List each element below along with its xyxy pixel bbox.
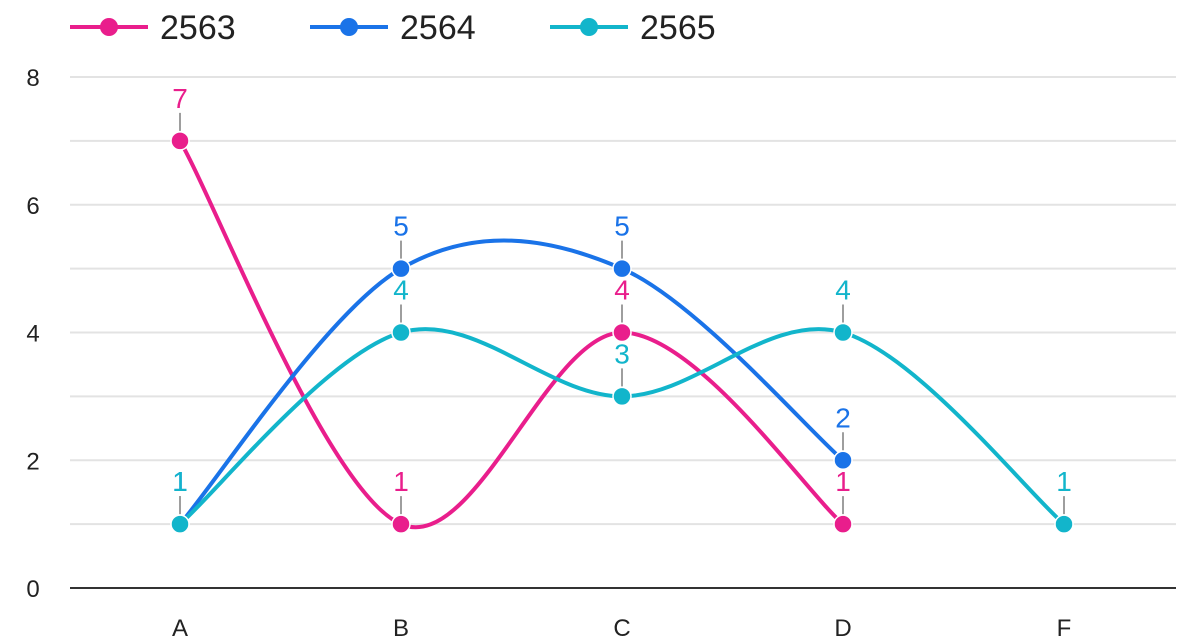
data-label: 1	[835, 466, 851, 497]
data-label: 5	[614, 211, 630, 242]
data-label: 4	[614, 275, 630, 306]
y-tick-label: 0	[26, 576, 39, 603]
legend-marker	[340, 18, 358, 36]
data-point[interactable]	[612, 258, 632, 279]
series-2563: 7 1 4 1	[170, 83, 853, 534]
axes: 0 2 4 6 8 A B C D F	[26, 65, 1176, 642]
legend-item-2563[interactable]: 2563	[70, 9, 236, 47]
series-2565: 1 4 3 4 1	[170, 275, 1074, 534]
legend-marker	[580, 18, 598, 36]
data-point[interactable]	[1054, 514, 1074, 534]
x-tick-label: B	[393, 615, 409, 642]
data-label: 1	[393, 466, 409, 497]
x-tick-label: C	[613, 615, 630, 642]
y-tick-label: 4	[26, 321, 39, 348]
legend-item-2565[interactable]: 2565	[550, 9, 716, 47]
series-line	[178, 139, 845, 530]
data-point[interactable]	[391, 258, 411, 279]
y-tick-label: 2	[26, 448, 39, 475]
data-label: 7	[172, 83, 188, 114]
data-point[interactable]	[170, 514, 190, 534]
y-tick-label: 6	[26, 193, 39, 220]
data-point[interactable]	[612, 322, 632, 343]
legend-item-2564[interactable]: 2564	[310, 9, 476, 47]
data-label: 4	[835, 275, 851, 306]
data-label: 3	[614, 338, 630, 369]
y-tick-label: 8	[26, 65, 39, 92]
series-line	[178, 238, 845, 526]
data-label: 4	[393, 275, 409, 306]
legend-label: 2563	[160, 9, 236, 47]
data-label: 5	[393, 211, 409, 242]
data-point[interactable]	[833, 514, 853, 534]
data-label: 2	[835, 402, 851, 433]
data-label: 1	[172, 466, 188, 497]
legend: 2563 2564 2565	[70, 9, 716, 47]
data-point[interactable]	[833, 322, 853, 343]
x-tick-label: D	[834, 615, 851, 642]
data-label: 1	[172, 466, 188, 497]
series-2564: 15 52	[170, 211, 853, 534]
data-point[interactable]	[170, 131, 190, 151]
x-tick-label: A	[172, 615, 188, 642]
legend-label: 2564	[400, 9, 476, 47]
legend-label: 2565	[640, 9, 716, 47]
data-point[interactable]	[391, 322, 411, 343]
data-label: 1	[1056, 466, 1072, 497]
legend-marker	[100, 18, 118, 36]
data-point[interactable]	[612, 386, 632, 407]
data-point[interactable]	[833, 450, 853, 470]
x-tick-label: F	[1057, 615, 1072, 642]
data-point[interactable]	[391, 514, 411, 534]
